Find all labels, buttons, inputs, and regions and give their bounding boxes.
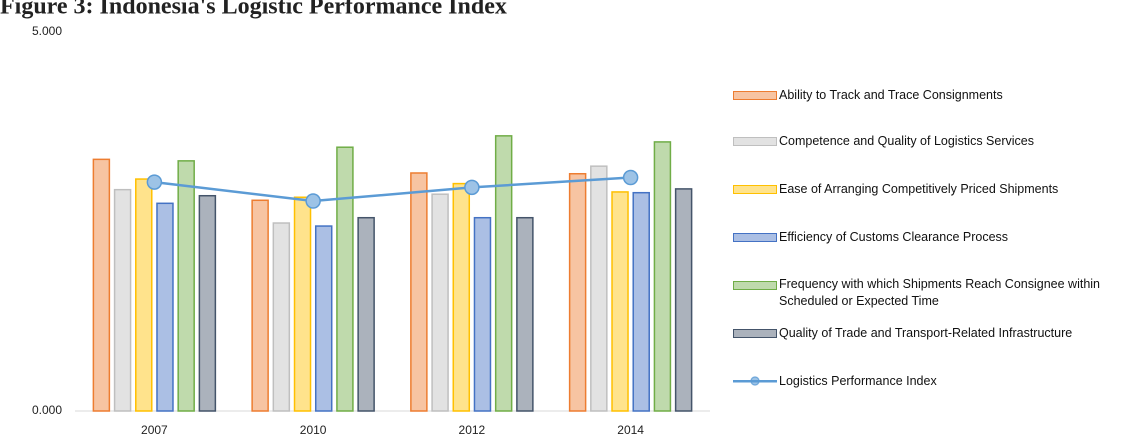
legend-swatch xyxy=(733,375,777,387)
x-tick-label: 2010 xyxy=(300,423,327,437)
legend-label: Efficiency of Customs Clearance Process xyxy=(779,230,1009,244)
marker xyxy=(622,169,639,186)
bar xyxy=(272,222,291,412)
legend-swatch xyxy=(733,185,777,194)
y-tick-label: 5.000 xyxy=(32,24,62,38)
legend-item: Ease of Arranging Competitively Priced S… xyxy=(733,182,1058,196)
legend-label: Frequency with which Shipments Reach Con… xyxy=(779,277,1100,308)
bar xyxy=(156,202,174,412)
bar xyxy=(473,216,492,412)
marker xyxy=(146,174,163,190)
x-tick-label: 2012 xyxy=(459,423,486,437)
marker xyxy=(305,193,321,209)
legend-swatch xyxy=(733,91,777,100)
line xyxy=(154,176,631,203)
legend-item: Logistics Performance Index xyxy=(733,374,937,388)
y-tick-label: 0.000 xyxy=(32,403,62,417)
bar xyxy=(113,188,132,412)
legend-swatch xyxy=(733,137,777,146)
legend-item: Frequency with which Shipments Reach Con… xyxy=(733,277,1135,310)
bar xyxy=(357,216,375,412)
bar xyxy=(516,216,534,412)
bar xyxy=(632,191,650,412)
bar xyxy=(135,178,153,412)
bar xyxy=(568,172,587,412)
legend-label: Ability to Track and Trace Consignments xyxy=(779,88,1003,102)
bar xyxy=(336,146,354,412)
bar xyxy=(177,160,195,412)
bar xyxy=(452,182,471,412)
bar xyxy=(653,141,672,412)
bar xyxy=(611,191,629,412)
chart-title: Figure 3: Indonesia's Logistic Performan… xyxy=(0,0,507,20)
bar xyxy=(431,193,449,412)
legend-swatch xyxy=(733,281,777,290)
bar xyxy=(674,188,693,412)
legend-label: Quality of Trade and Transport-Related I… xyxy=(779,326,1073,340)
legend-item: Ability to Track and Trace Consignments xyxy=(733,88,1003,102)
bar xyxy=(590,165,608,412)
legend-item: Efficiency of Customs Clearance Process xyxy=(733,230,1008,244)
bar xyxy=(198,194,217,412)
bar xyxy=(92,158,111,412)
x-tick-label: 2014 xyxy=(617,423,644,437)
legend-swatch xyxy=(733,233,777,242)
bar xyxy=(251,199,269,412)
x-tick-label: 2007 xyxy=(141,423,168,437)
legend-item: Quality of Trade and Transport-Related I… xyxy=(733,326,1072,340)
bar xyxy=(293,196,312,412)
legend-label: Logistics Performance Index xyxy=(779,374,937,388)
bar xyxy=(314,225,333,412)
marker xyxy=(464,179,480,196)
legend-item: Competence and Quality of Logistics Serv… xyxy=(733,134,1034,148)
bar xyxy=(494,135,513,412)
bar xyxy=(410,172,428,412)
legend-swatch xyxy=(733,329,777,338)
legend-label: Competence and Quality of Logistics Serv… xyxy=(779,134,1034,148)
legend-label: Ease of Arranging Competitively Priced S… xyxy=(779,182,1059,196)
